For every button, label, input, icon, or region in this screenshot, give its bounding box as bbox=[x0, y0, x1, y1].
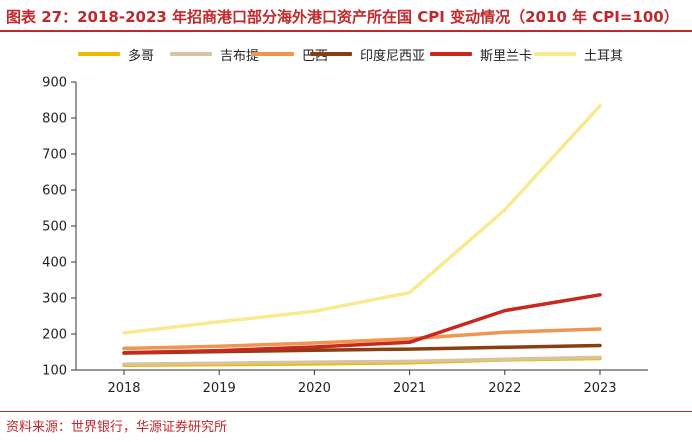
legend-label: 斯里兰卡 bbox=[480, 48, 533, 64]
x-tick-label: 2021 bbox=[393, 381, 426, 396]
legend-swatch bbox=[310, 52, 352, 56]
chart-title: 图表 27：2018-2023 年招商港口部分海外港口资产所在国 CPI 变动情… bbox=[6, 8, 679, 26]
series-line-1 bbox=[122, 355, 602, 366]
y-tick-label: 200 bbox=[42, 328, 67, 343]
legend-swatch bbox=[170, 52, 212, 56]
x-tick-label: 2020 bbox=[298, 381, 331, 396]
legend-swatch bbox=[430, 52, 472, 56]
y-tick-label: 300 bbox=[42, 292, 67, 307]
x-tick-label: 2022 bbox=[488, 381, 521, 396]
y-tick-label: 100 bbox=[42, 364, 67, 379]
chart-axes: 100 200 300 400 500 600 700 800 900 2018 2019 2020 2… bbox=[42, 76, 648, 396]
y-tick-label: 500 bbox=[42, 220, 67, 235]
line-chart: 100 200 300 400 500 600 700 800 900 2018 2019 2020 2… bbox=[42, 76, 648, 396]
legend-label: 吉布提 bbox=[220, 48, 260, 64]
legend-label: 多哥 bbox=[128, 48, 155, 64]
y-tick-label: 800 bbox=[42, 112, 67, 127]
legend-item-0: 多哥 bbox=[78, 44, 154, 64]
legend-item-5: 土耳其 bbox=[534, 44, 623, 64]
legend-label: 土耳其 bbox=[584, 48, 624, 64]
series-line-4 bbox=[122, 293, 602, 355]
title-divider bbox=[0, 30, 692, 32]
x-tick-label: 2018 bbox=[107, 381, 140, 396]
y-tick-label: 600 bbox=[42, 184, 67, 199]
legend-item-3: 印度尼西亚 bbox=[310, 44, 425, 64]
chart-series bbox=[122, 104, 602, 368]
source-note: 资料来源：世界银行，华源证券研究所 bbox=[6, 420, 228, 435]
source-divider bbox=[0, 411, 692, 412]
legend-swatch bbox=[534, 52, 576, 56]
y-tick-label: 400 bbox=[42, 256, 67, 271]
legend-item-1: 吉布提 bbox=[170, 44, 259, 64]
legend-label: 印度尼西亚 bbox=[360, 48, 426, 64]
legend-item-4: 斯里兰卡 bbox=[430, 44, 532, 64]
legend-swatch bbox=[252, 52, 294, 56]
legend-swatch bbox=[78, 52, 120, 56]
x-tick-label: 2019 bbox=[203, 381, 236, 396]
y-tick-label: 900 bbox=[42, 76, 67, 91]
series-line-5 bbox=[122, 104, 602, 335]
x-tick-label: 2023 bbox=[583, 381, 616, 396]
series-line-2 bbox=[122, 327, 602, 351]
y-tick-label: 700 bbox=[42, 148, 67, 163]
legend: 多哥 吉布提 巴西 印度尼西亚 斯里兰卡 土耳其 bbox=[78, 44, 678, 64]
